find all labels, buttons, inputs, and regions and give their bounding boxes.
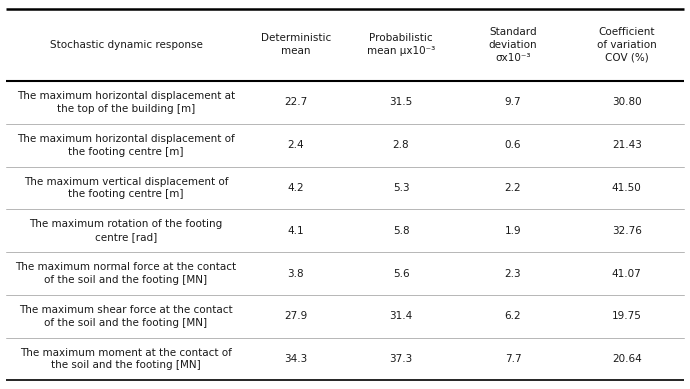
Text: 5.6: 5.6 — [393, 268, 409, 279]
Text: 5.3: 5.3 — [393, 183, 409, 193]
Text: The maximum horizontal displacement of
the footing centre [m]: The maximum horizontal displacement of t… — [17, 134, 235, 157]
Text: 6.2: 6.2 — [504, 311, 522, 321]
Text: 37.3: 37.3 — [389, 354, 413, 364]
Text: 2.2: 2.2 — [504, 183, 522, 193]
Text: Deterministic
mean: Deterministic mean — [261, 33, 331, 56]
Text: 30.80: 30.80 — [612, 98, 642, 107]
Text: The maximum shear force at the contact
of the soil and the footing [MN]: The maximum shear force at the contact o… — [19, 305, 233, 328]
Text: The maximum normal force at the contact
of the soil and the footing [MN]: The maximum normal force at the contact … — [15, 262, 237, 285]
Text: The maximum rotation of the footing
centre [rad]: The maximum rotation of the footing cent… — [30, 219, 223, 242]
Text: 4.1: 4.1 — [288, 226, 304, 236]
Text: 7.7: 7.7 — [504, 354, 522, 364]
Text: 41.07: 41.07 — [612, 268, 642, 279]
Text: 31.4: 31.4 — [389, 311, 413, 321]
Text: 22.7: 22.7 — [284, 98, 308, 107]
Text: Stochastic dynamic response: Stochastic dynamic response — [50, 40, 202, 50]
Text: 4.2: 4.2 — [288, 183, 304, 193]
Text: 2.3: 2.3 — [504, 268, 522, 279]
Text: The maximum horizontal displacement at
the top of the building [m]: The maximum horizontal displacement at t… — [17, 91, 235, 114]
Text: 27.9: 27.9 — [284, 311, 308, 321]
Text: 0.6: 0.6 — [505, 140, 521, 150]
Text: 19.75: 19.75 — [612, 311, 642, 321]
Text: 20.64: 20.64 — [612, 354, 642, 364]
Text: 32.76: 32.76 — [612, 226, 642, 236]
Text: 5.8: 5.8 — [393, 226, 409, 236]
Text: The maximum moment at the contact of
the soil and the footing [MN]: The maximum moment at the contact of the… — [20, 348, 232, 370]
Text: Coefficient
of variation
COV (%): Coefficient of variation COV (%) — [597, 27, 657, 63]
Text: 1.9: 1.9 — [504, 226, 522, 236]
Text: 2.8: 2.8 — [393, 140, 409, 150]
Text: Probabilistic
mean μx10⁻³: Probabilistic mean μx10⁻³ — [367, 33, 435, 56]
Text: 31.5: 31.5 — [389, 98, 413, 107]
Text: Standard
deviation
σx10⁻³: Standard deviation σx10⁻³ — [489, 27, 538, 63]
Text: 2.4: 2.4 — [288, 140, 304, 150]
Text: 21.43: 21.43 — [612, 140, 642, 150]
Text: 9.7: 9.7 — [504, 98, 522, 107]
Text: 3.8: 3.8 — [288, 268, 304, 279]
Text: 34.3: 34.3 — [284, 354, 308, 364]
Text: 41.50: 41.50 — [612, 183, 642, 193]
Text: The maximum vertical displacement of
the footing centre [m]: The maximum vertical displacement of the… — [23, 177, 228, 200]
